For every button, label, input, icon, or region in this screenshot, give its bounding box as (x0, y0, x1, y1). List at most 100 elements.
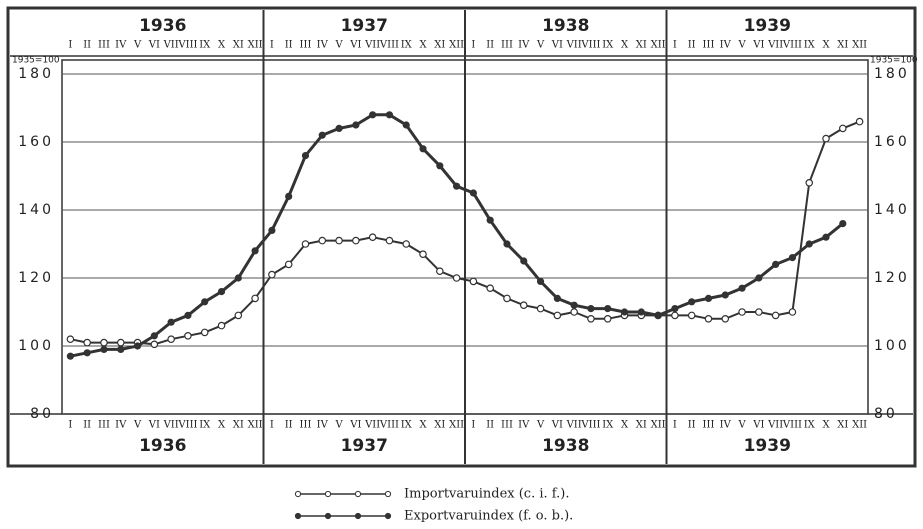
data-point (738, 308, 746, 316)
x-tick-label: XI (837, 420, 848, 431)
legend-marker (324, 490, 332, 498)
x-tick-label: VII (364, 40, 380, 51)
x-tick-label: V (737, 40, 746, 51)
x-tick-label: V (536, 40, 545, 51)
data-point (285, 192, 293, 200)
data-point (402, 121, 410, 129)
data-point (352, 236, 360, 245)
x-tick-label: V (133, 40, 142, 51)
data-point (704, 294, 713, 302)
y-tick-label: 120 (18, 270, 54, 286)
data-point (520, 257, 528, 265)
data-point (855, 117, 864, 126)
x-tick-label: VII (767, 40, 783, 51)
data-point (402, 240, 411, 248)
data-point (83, 349, 91, 357)
data-point (436, 162, 444, 170)
data-point (368, 233, 377, 242)
data-point (671, 311, 679, 320)
x-tick-label: VIII (177, 40, 197, 51)
data-point (822, 134, 830, 143)
data-point (486, 284, 494, 293)
legend-marker (324, 512, 332, 520)
x-tick-label: III (501, 420, 513, 431)
y-tick-label: 140 (18, 202, 54, 218)
x-tick-label: II (285, 420, 293, 431)
x-tick-label: V (133, 420, 142, 431)
data-point (637, 308, 645, 316)
x-tick-label: X (419, 420, 427, 431)
year-label: 1938 (542, 16, 589, 36)
x-tick-label: XI (233, 40, 244, 51)
data-point (436, 267, 444, 276)
x-tick-label: V (334, 420, 343, 431)
data-point (519, 301, 528, 310)
x-tick-label: V (737, 420, 746, 431)
x-tick-label: VI (551, 420, 563, 431)
x-tick-label: VII (566, 40, 582, 51)
x-tick-label: XII (852, 40, 867, 51)
data-point (687, 311, 696, 320)
year-label: 1936 (139, 16, 186, 36)
x-tick-label: V (334, 40, 343, 51)
x-tick-label: IX (602, 40, 614, 51)
data-point (839, 124, 847, 133)
x-tick-label: XII (449, 420, 464, 431)
x-tick-label: IV (518, 40, 530, 51)
data-point (603, 314, 612, 323)
data-point (755, 274, 763, 282)
data-point (469, 189, 477, 197)
x-tick-label: VIII (580, 40, 600, 51)
x-tick-label: VIII (782, 420, 802, 431)
data-point (335, 236, 343, 245)
x-tick-label: VIII (782, 40, 802, 51)
data-point (385, 236, 394, 245)
x-tick-label: XII (449, 40, 464, 51)
x-tick-label: I (68, 40, 72, 51)
x-tick-label: III (300, 40, 312, 51)
x-tick-label: XII (651, 40, 666, 51)
data-point (83, 338, 91, 347)
y-tick-label: 140 (874, 202, 910, 218)
x-tick-label: III (300, 420, 312, 431)
data-point (553, 311, 562, 320)
x-tick-label: VI (551, 40, 563, 51)
data-point (688, 298, 696, 306)
data-point (268, 270, 276, 279)
y-tick-label: 180 (18, 66, 54, 82)
data-point (570, 308, 578, 316)
data-point (150, 340, 159, 349)
x-tick-label: I (471, 420, 475, 431)
x-tick-label: VI (148, 40, 160, 51)
x-tick-label: XI (636, 420, 647, 431)
x-tick-label: XII (248, 420, 263, 431)
data-point (536, 277, 545, 285)
year-label: 1938 (542, 436, 589, 456)
year-label: 1937 (341, 436, 388, 456)
x-tick-label: II (688, 40, 696, 51)
data-point (721, 291, 729, 299)
data-point (805, 179, 814, 187)
x-tick-label: X (218, 40, 226, 51)
data-point (352, 121, 360, 129)
x-tick-label: III (501, 40, 513, 51)
data-point (301, 240, 310, 248)
x-tick-label: IX (804, 40, 816, 51)
x-tick-label: X (621, 420, 629, 431)
x-tick-label: X (419, 40, 427, 51)
data-point (116, 338, 125, 347)
data-point (704, 314, 713, 323)
data-point (755, 308, 763, 316)
legend-marker (354, 512, 362, 520)
data-point (822, 233, 830, 241)
x-tick-label: XII (248, 40, 263, 51)
x-tick-label: III (98, 40, 110, 51)
year-label: 1937 (341, 16, 388, 36)
y-axis-label: 1935=100 (12, 56, 60, 66)
legend-marker (384, 490, 392, 498)
x-tick-label: IX (199, 420, 211, 431)
x-tick-label: VII (566, 420, 582, 431)
data-point (66, 335, 75, 344)
x-tick-label: IV (115, 420, 127, 431)
x-tick-label: VII (767, 420, 783, 431)
